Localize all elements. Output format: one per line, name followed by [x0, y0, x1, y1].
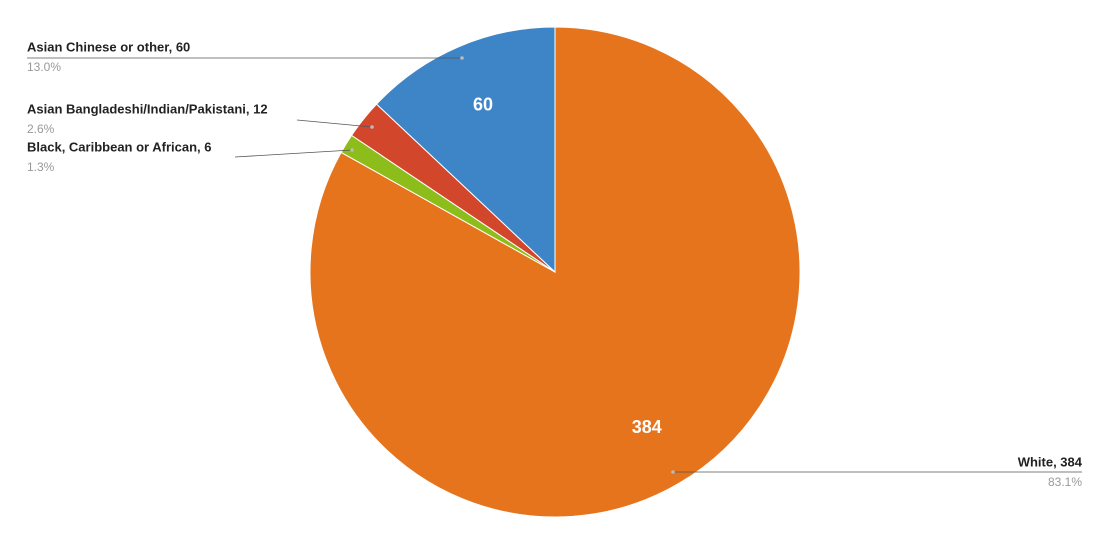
- slice-value-label: 60: [473, 94, 493, 114]
- slice-value-label: 384: [632, 417, 662, 437]
- leader-dot: [460, 56, 464, 60]
- slice-percent: 2.6%: [27, 122, 55, 136]
- slice-percent: 13.0%: [27, 60, 61, 74]
- slice-label: White, 384: [1018, 454, 1083, 469]
- leader-dot: [370, 125, 374, 129]
- slice-label: Asian Chinese or other, 60: [27, 39, 190, 54]
- leader-line: [296, 119, 373, 128]
- slice-percent: 1.3%: [27, 160, 55, 174]
- slice-percent: 83.1%: [1048, 475, 1082, 489]
- leader-dot: [350, 148, 354, 152]
- leader-line: [234, 149, 353, 158]
- leader-dot: [671, 470, 675, 474]
- slice-label: Asian Bangladeshi/Indian/Pakistani, 12: [27, 101, 268, 116]
- pie-slice: [375, 26, 556, 274]
- slice-label: Black, Caribbean or African, 6: [27, 139, 211, 154]
